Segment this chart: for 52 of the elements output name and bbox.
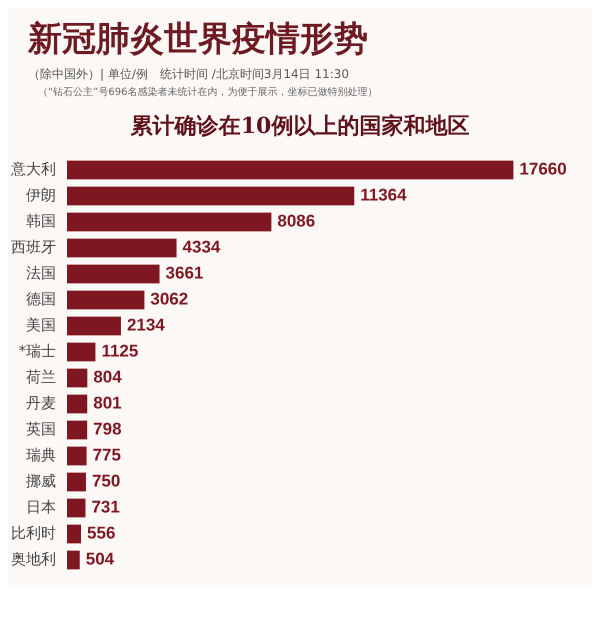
bar — [67, 290, 144, 310]
bar — [67, 420, 88, 440]
data-label: 801 — [93, 394, 122, 413]
bar — [67, 212, 272, 232]
data-label: 3661 — [166, 264, 204, 283]
data-label: 804 — [93, 368, 122, 387]
data-label: 8086 — [277, 212, 316, 231]
bar — [67, 238, 177, 258]
y-tick-label: 伊朗 — [26, 186, 56, 204]
y-tick-label: 美国 — [26, 316, 56, 334]
data-label: 731 — [91, 498, 120, 517]
bar — [67, 550, 80, 570]
text: （“钻石公主”号696名感染者未统计在内，为便于展示，坐标已做特别处理） — [37, 86, 378, 100]
y-tick-label: 比利时 — [11, 524, 56, 542]
data-label: 556 — [87, 524, 116, 543]
data-label: 3062 — [150, 290, 188, 309]
data-label: 11364 — [360, 186, 408, 205]
y-tick-label: 意大利 — [10, 160, 56, 178]
data-label: 504 — [86, 550, 115, 569]
data-label: 4334 — [182, 238, 221, 257]
y-tick-label: 奥地利 — [11, 550, 56, 568]
bar — [67, 446, 87, 466]
y-tick-label: 韩国 — [26, 212, 56, 230]
bar — [67, 394, 88, 414]
chart-title: 新冠肺炎世界疫情形势 — [26, 18, 369, 61]
y-tick-label: 英国 — [26, 420, 56, 438]
data-label: 2134 — [126, 316, 166, 335]
bar — [67, 316, 121, 336]
y-tick-label: 丹麦 — [26, 394, 56, 412]
bar — [67, 264, 160, 284]
bar — [67, 524, 82, 544]
data-label: 750 — [92, 472, 120, 491]
bar — [67, 498, 86, 518]
y-tick-label: 法国 — [26, 264, 56, 282]
y-tick-label: 西班牙 — [11, 238, 56, 256]
data-label: 1125 — [101, 342, 138, 361]
data-label: 798 — [93, 420, 122, 439]
bar — [67, 342, 96, 362]
chart-subtitle: （除中国外）| 单位/例 统计时间 /北京时间3月14日 11:30 — [27, 66, 350, 83]
y-tick-label: 荷兰 — [26, 368, 56, 386]
data-label: 775 — [92, 446, 121, 465]
bar — [67, 186, 354, 206]
data-label: 17660 — [519, 160, 567, 179]
bar — [67, 472, 86, 492]
bar — [67, 368, 88, 388]
text: 累计确诊在10例以上的国家和地区 — [130, 112, 470, 141]
y-tick-label: *瑞士 — [18, 342, 56, 360]
y-tick-label: 挪威 — [26, 472, 56, 490]
bar — [67, 160, 514, 180]
y-tick-label: 日本 — [26, 498, 56, 516]
y-tick-label: 德国 — [26, 290, 56, 308]
y-tick-label: 瑞典 — [26, 446, 56, 464]
